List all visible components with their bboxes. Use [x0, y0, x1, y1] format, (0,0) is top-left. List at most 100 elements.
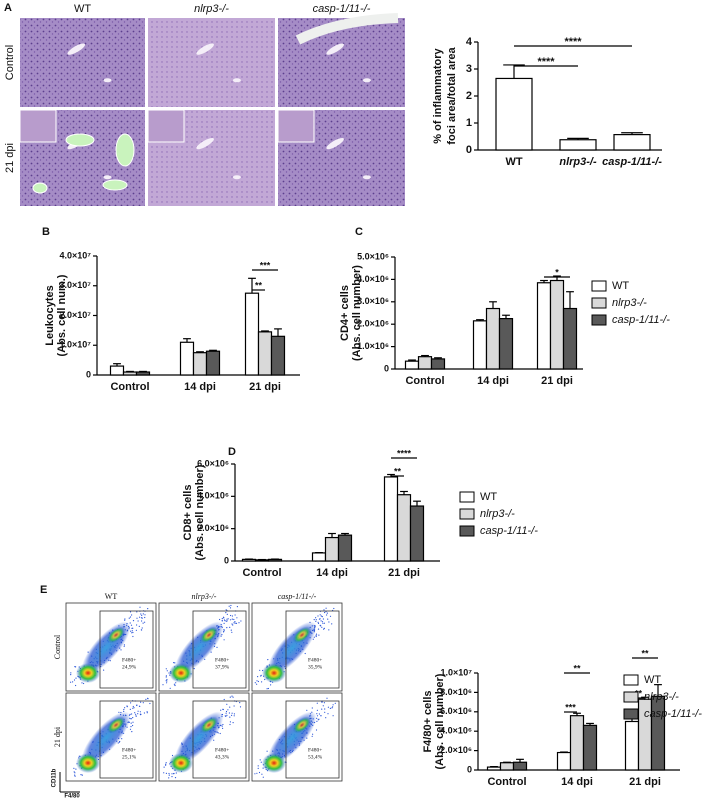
- legend-label: nlrp3-/-: [480, 508, 515, 520]
- y-tick-label: 5.0×10⁶: [357, 251, 389, 261]
- vessel: [295, 13, 399, 45]
- gate-value: 43,3%: [215, 754, 230, 760]
- event-dot: [137, 713, 139, 715]
- x-tick-label: Control: [405, 375, 444, 387]
- vessel: [362, 175, 371, 180]
- vessel: [326, 43, 344, 55]
- event-dot: [236, 606, 238, 608]
- event-dot: [123, 708, 125, 711]
- bar: [559, 139, 597, 151]
- event-dot: [319, 618, 321, 620]
- column-label: nlrp3-/-: [192, 592, 217, 601]
- event-dot: [328, 629, 330, 631]
- event-dot: [270, 684, 272, 686]
- event-dot: [130, 718, 132, 720]
- y-tick-label: 0: [466, 144, 472, 156]
- bar: [396, 494, 412, 562]
- significance-label: **: [635, 688, 643, 698]
- legend-label: nlrp3-/-: [612, 297, 647, 309]
- event-dot: [174, 662, 176, 664]
- event-dot: [332, 704, 334, 706]
- event-dot: [174, 777, 177, 779]
- gate-label: F480+: [122, 657, 136, 663]
- gate: [192, 700, 247, 779]
- event-dot: [132, 631, 134, 634]
- event-dot: [118, 711, 120, 713]
- gate: [285, 700, 340, 779]
- column-label: casp-1/11-/-: [278, 592, 317, 601]
- event-dot: [239, 706, 242, 708]
- event-dot: [74, 775, 76, 777]
- event-dot: [136, 617, 138, 619]
- event-dot: [313, 636, 315, 638]
- event-dot: [223, 698, 225, 701]
- event-dot: [317, 628, 320, 630]
- significance-label: ***: [565, 702, 576, 712]
- event-dot: [232, 722, 234, 724]
- event-dot: [233, 622, 235, 624]
- event-dot: [132, 724, 134, 727]
- event-dot: [124, 707, 126, 709]
- event-dot: [326, 697, 328, 699]
- event-dot: [142, 702, 144, 704]
- y-tick-label: 4.0×10⁶: [357, 274, 389, 284]
- event-dot: [328, 621, 330, 623]
- row-label: Control: [53, 634, 62, 659]
- flow-x-axis-label: F4/80: [64, 794, 80, 799]
- event-dot: [70, 674, 72, 676]
- event-dot: [128, 617, 130, 619]
- event-dot: [137, 620, 139, 622]
- event-dot: [225, 710, 228, 713]
- event-dot: [166, 682, 168, 684]
- event-dot: [142, 622, 144, 624]
- event-dot: [73, 767, 75, 770]
- event-dot: [260, 675, 262, 677]
- event-dot: [231, 623, 233, 625]
- vessel: [232, 175, 241, 180]
- event-dot: [256, 772, 258, 774]
- event-dot: [239, 702, 241, 704]
- event-dot: [304, 652, 306, 655]
- event-dot: [235, 622, 238, 625]
- event-dot: [232, 696, 234, 698]
- event-dot: [327, 713, 329, 715]
- legend-label: WT: [612, 280, 629, 292]
- event-dot: [141, 620, 143, 622]
- legend-swatch: [459, 508, 475, 520]
- histology-image: [148, 18, 275, 107]
- event-dot: [165, 772, 167, 775]
- bar: [383, 476, 399, 562]
- event-dot: [332, 706, 334, 708]
- event-dot: [321, 626, 323, 628]
- x-tick-label: Control: [110, 381, 149, 393]
- event-dot: [226, 714, 228, 717]
- event-dot: [131, 614, 133, 616]
- event-dot: [311, 707, 313, 709]
- event-dot: [132, 635, 134, 638]
- event-dot: [256, 683, 258, 685]
- event-dot: [226, 618, 228, 620]
- event-dot: [223, 622, 225, 625]
- significance-label: **: [573, 663, 581, 673]
- event-dot: [168, 774, 170, 776]
- y-tick-label: 6.0×10⁶: [197, 458, 229, 468]
- event-dot: [141, 614, 143, 617]
- bar: [556, 751, 572, 771]
- gate: [285, 610, 340, 689]
- event-dot: [231, 615, 233, 617]
- event-dot: [166, 680, 168, 682]
- legend-swatch: [459, 491, 475, 503]
- bar: [472, 320, 488, 370]
- event-dot: [126, 706, 128, 708]
- event-dot: [324, 708, 326, 710]
- event-dot: [316, 702, 318, 704]
- event-dot: [123, 645, 125, 647]
- inset: [147, 109, 185, 143]
- event-dot: [233, 715, 235, 717]
- event-dot: [254, 773, 256, 775]
- event-dot: [129, 611, 132, 613]
- event-dot: [318, 713, 320, 715]
- event-dot: [231, 714, 233, 717]
- event-dot: [234, 622, 236, 624]
